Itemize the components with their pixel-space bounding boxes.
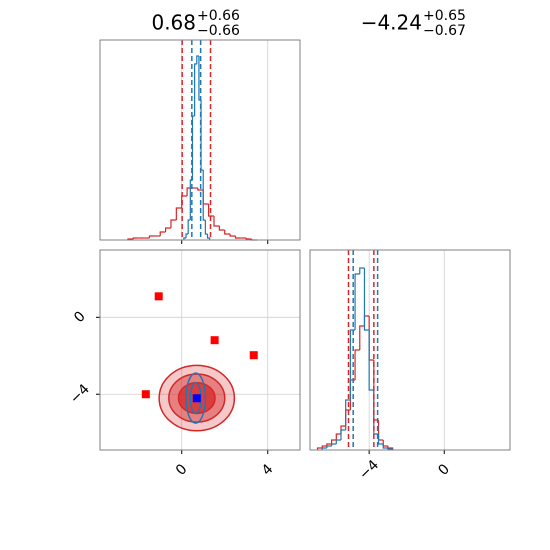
x-tick-label: 0 xyxy=(173,461,191,479)
histogram-step xyxy=(245,238,252,240)
axes-frame xyxy=(309,249,511,451)
point xyxy=(249,351,258,360)
x-tick-label: −4 xyxy=(356,457,382,483)
histogram-step xyxy=(234,236,241,239)
histogram-step xyxy=(316,447,323,450)
axes-frame xyxy=(99,39,301,241)
histogram-step xyxy=(335,433,341,440)
histogram-step xyxy=(170,219,177,228)
histogram-step xyxy=(377,434,384,445)
histogram-step xyxy=(148,235,155,238)
title-lower: −0.66 xyxy=(197,23,240,39)
histogram-step xyxy=(229,234,236,237)
histogram-step xyxy=(200,100,204,171)
histogram-step xyxy=(326,443,332,446)
contour xyxy=(189,381,202,415)
title-value: 0.68 xyxy=(151,11,196,35)
histogram-step xyxy=(204,220,208,235)
title-upper: +0.65 xyxy=(423,8,466,24)
y-tick-label: 0 xyxy=(71,308,89,326)
histogram-step xyxy=(368,330,374,391)
point xyxy=(154,292,163,301)
y-tick-label: −4 xyxy=(67,381,93,407)
x-tick-label: 4 xyxy=(259,461,277,479)
histogram-step xyxy=(335,439,341,444)
axes-frame xyxy=(99,249,301,451)
histogram-step xyxy=(326,445,332,448)
histogram-step xyxy=(321,447,327,450)
title-lower: −0.67 xyxy=(423,23,466,39)
histogram-step xyxy=(185,233,189,238)
histogram-step xyxy=(197,188,204,191)
histogram-step xyxy=(382,440,388,447)
title-value: −4.24 xyxy=(361,11,422,35)
contour xyxy=(185,372,207,424)
histogram-step xyxy=(363,268,370,331)
histogram-step xyxy=(202,190,209,205)
histogram-step xyxy=(224,230,231,235)
histogram-step xyxy=(183,237,187,240)
histogram-step xyxy=(354,349,360,380)
histogram-step xyxy=(213,216,220,227)
histogram-step xyxy=(164,227,171,232)
histogram-step xyxy=(382,444,388,449)
histogram-step xyxy=(340,429,346,440)
histogram-step xyxy=(187,219,191,234)
title-upper: +0.66 xyxy=(197,8,240,24)
histogram-step xyxy=(354,273,360,330)
x-tick-label: 0 xyxy=(435,461,453,479)
histogram-step xyxy=(363,315,370,326)
histogram-step xyxy=(359,325,365,350)
histogram-step xyxy=(191,115,195,180)
histogram-step xyxy=(330,443,337,446)
histogram-step xyxy=(194,63,197,116)
point xyxy=(210,336,219,345)
histogram-step xyxy=(196,55,199,64)
histogram-step xyxy=(345,399,351,430)
histogram-step xyxy=(132,237,139,239)
histogram-step xyxy=(159,231,166,236)
histogram-step xyxy=(206,234,211,240)
point xyxy=(141,390,150,399)
histogram-step xyxy=(359,267,365,274)
histogram-step xyxy=(321,445,327,448)
histogram-step xyxy=(330,439,337,444)
histogram-step xyxy=(208,204,214,217)
histogram-step xyxy=(218,226,225,231)
histogram-step xyxy=(377,420,384,441)
histogram-step xyxy=(198,56,202,101)
histogram-step xyxy=(175,207,182,220)
point xyxy=(192,394,201,403)
histogram-step xyxy=(202,170,206,221)
